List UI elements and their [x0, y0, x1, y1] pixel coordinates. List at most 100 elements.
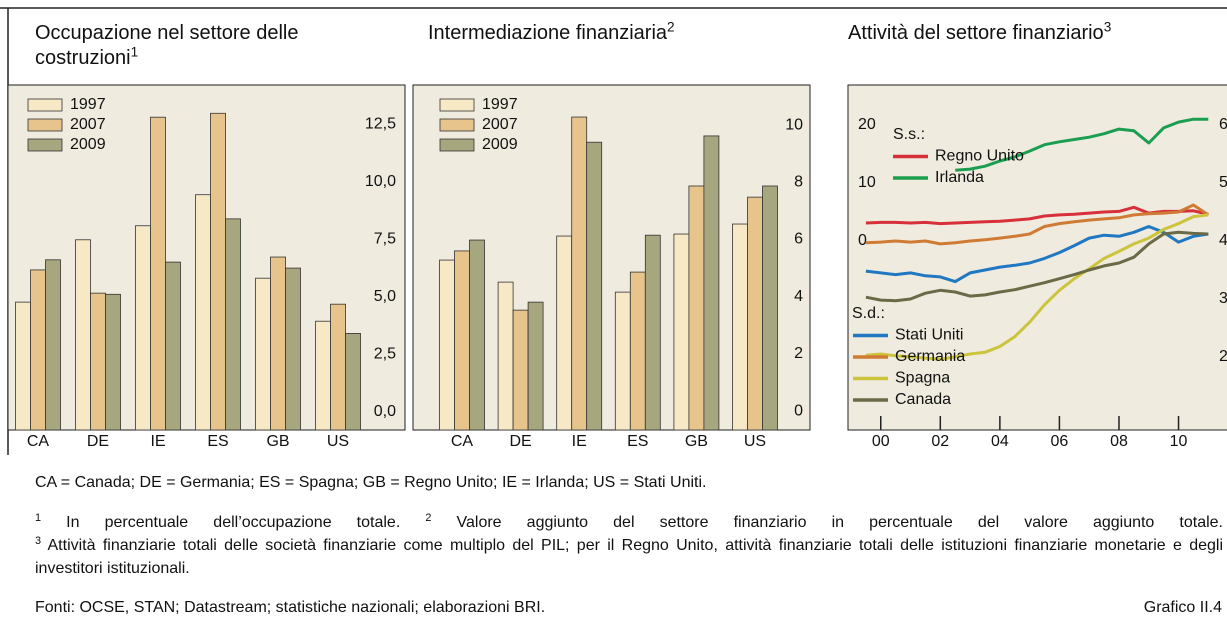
- y-tick-label: 2: [794, 345, 803, 362]
- legend-label: Spagna: [895, 370, 950, 387]
- legend-swatch: [27, 118, 63, 132]
- y-tick-label: 10,0: [365, 173, 396, 190]
- bar: [165, 261, 181, 431]
- footnotes: 3 Attività finanziarie totali delle soci…: [35, 534, 1223, 580]
- bar: [556, 235, 573, 431]
- x-tick-label: US: [327, 433, 349, 450]
- bar: [614, 291, 631, 431]
- footnote-mark: 2: [425, 512, 432, 525]
- footnote-text: Attività finanziarie totali delle societ…: [35, 537, 1224, 577]
- x-tick-label: DE: [87, 433, 109, 450]
- x-tick-label: CA: [451, 433, 474, 450]
- y-tick-label: 2,5: [374, 345, 396, 362]
- y-tick-label: 10: [785, 116, 803, 133]
- legend-label: 1997: [70, 96, 106, 113]
- legend-swatch: [439, 98, 475, 112]
- bar: [15, 301, 31, 431]
- legend-title: S.d.:: [852, 305, 885, 322]
- bar: [586, 141, 603, 431]
- bar: [644, 234, 661, 431]
- bar: [135, 225, 151, 431]
- bar: [512, 309, 529, 431]
- y-tick-label: 8: [794, 173, 803, 190]
- title-text: Occupazione nel settore delle costruzion…: [35, 22, 299, 69]
- bar: [527, 301, 544, 431]
- x-tick-label: ES: [627, 433, 648, 450]
- x-tick-label: 08: [1110, 433, 1128, 450]
- title-note: 1: [130, 44, 139, 60]
- panel-title: Occupazione nel settore delle costruzion…: [35, 21, 395, 71]
- bar: [688, 185, 705, 431]
- title-note: 3: [1103, 19, 1112, 35]
- y-tick-label: 7,5: [374, 230, 396, 247]
- y-tick-label: 0,0: [374, 403, 396, 420]
- x-tick-label: DE: [509, 433, 531, 450]
- x-tick-label: CA: [27, 433, 50, 450]
- line-series: [955, 117, 1209, 172]
- title-text: Intermediazione finanziaria: [428, 22, 668, 44]
- title-note: 2: [667, 19, 675, 35]
- x-tick-label: IE: [572, 433, 587, 450]
- y-tick-label: 6: [794, 231, 803, 248]
- legend-swatch: [27, 138, 63, 152]
- charts: 0,0 2,5 5,0 7,5 10,0 12,5 CA DE IE ES GB US 1997 2007…: [0, 7, 1227, 455]
- bar: [195, 194, 211, 431]
- y2-tick-label: 4: [1219, 232, 1227, 249]
- sources: Fonti: OCSE, STAN; Datastream; statistic…: [35, 599, 546, 616]
- bar: [45, 259, 61, 431]
- legend-label: Stati Uniti: [895, 327, 963, 344]
- legend-label: Irlanda: [935, 169, 984, 186]
- x-tick-label: 04: [991, 433, 1009, 450]
- bar: [454, 250, 470, 431]
- legend-label: 1997: [482, 96, 518, 113]
- y2-tick-label: 6: [1219, 116, 1227, 133]
- y-tick-label: 0: [858, 232, 867, 249]
- x-tick-label: IE: [150, 433, 165, 450]
- legend-swatch: [439, 118, 475, 132]
- x-tick-label: GB: [685, 433, 708, 450]
- bar: [747, 196, 763, 431]
- legend-label: 2009: [70, 136, 106, 153]
- footnote-mark: 3: [35, 535, 42, 548]
- footnote-mark: 1: [35, 512, 42, 525]
- x-tick-label: 00: [872, 433, 890, 450]
- x-tick-label: GB: [266, 433, 289, 450]
- bar: [90, 292, 106, 431]
- line-series: [865, 213, 1209, 361]
- legend-label: Germania: [895, 348, 965, 365]
- panel-title: Attività del settore finanziario3: [848, 19, 1226, 46]
- title-text: Attività del settore finanziario: [848, 22, 1104, 44]
- line-series: [865, 203, 1210, 246]
- bar: [330, 303, 346, 431]
- bar: [439, 259, 455, 431]
- x-tick-label: 06: [1051, 433, 1069, 450]
- bar: [225, 218, 241, 431]
- y2-tick-label: 3: [1219, 290, 1227, 307]
- abbreviations: CA = Canada; DE = Germania; ES = Spagna;…: [35, 474, 707, 491]
- bar: [270, 256, 286, 431]
- footnote-text: In percentuale dell’occupazione totale.: [66, 514, 401, 531]
- bar: [497, 281, 514, 431]
- legend-swatch: [27, 98, 63, 112]
- bar: [75, 239, 91, 431]
- bar: [315, 320, 331, 431]
- bar: [105, 293, 121, 431]
- bar: [285, 267, 301, 431]
- legend-label: Canada: [895, 391, 951, 408]
- legend-label: Regno Unito: [935, 148, 1024, 165]
- bar: [255, 277, 271, 431]
- panel-title: Intermediazione finanziaria2: [428, 19, 808, 46]
- y-tick-label: 4: [794, 288, 803, 305]
- bar: [629, 271, 646, 431]
- y2-tick-label: 2: [1219, 348, 1227, 365]
- bar: [703, 135, 720, 431]
- y-tick-label: 0: [794, 402, 803, 419]
- bar: [732, 223, 748, 431]
- y-tick-label: 5,0: [374, 288, 396, 305]
- x-tick-label: ES: [207, 433, 228, 450]
- legend-label: 2009: [482, 136, 518, 153]
- line-series: [865, 225, 1209, 284]
- y-tick-label: 12,5: [365, 115, 396, 132]
- legend-swatch: [439, 138, 475, 152]
